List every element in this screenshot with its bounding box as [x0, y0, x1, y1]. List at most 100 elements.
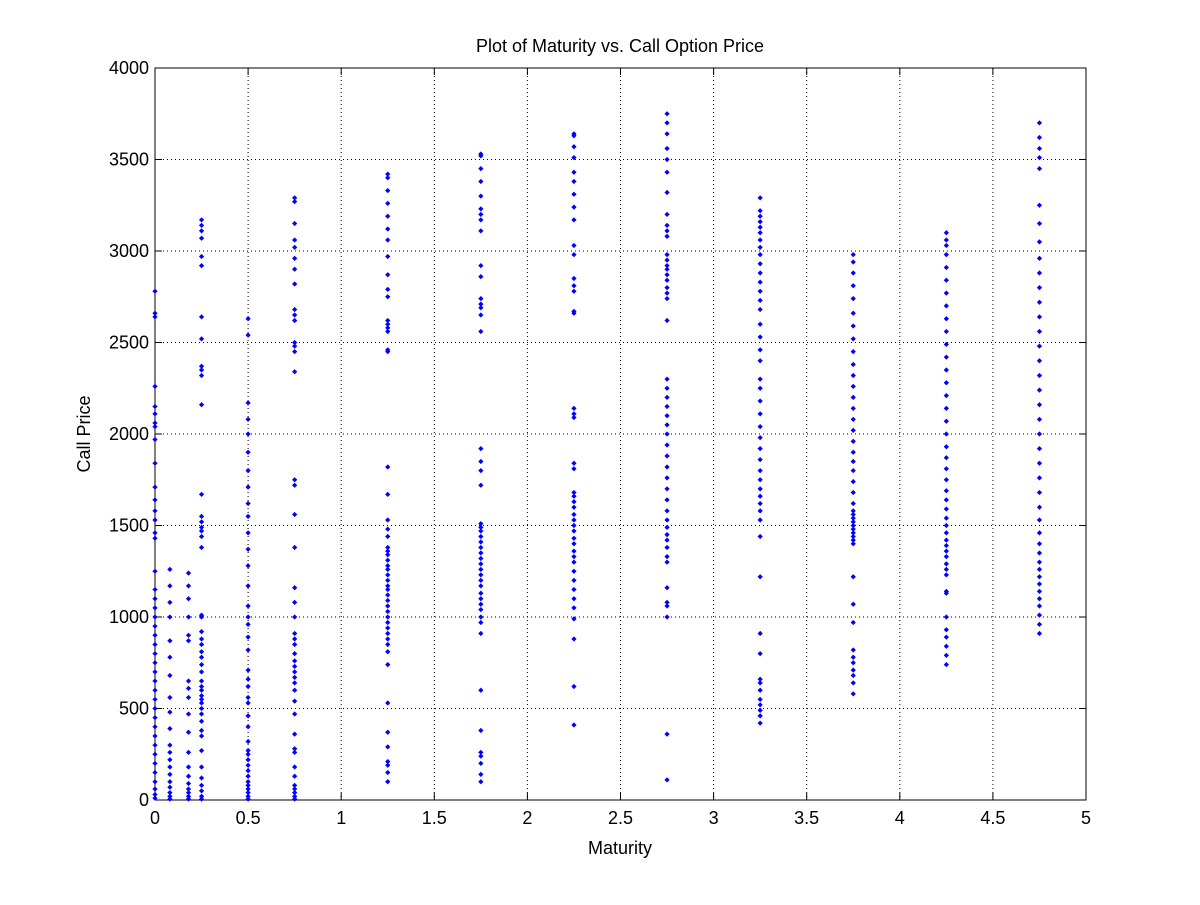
data-point [478, 217, 484, 223]
data-point [385, 630, 391, 637]
data-point [943, 316, 949, 322]
data-point [571, 489, 577, 496]
data-point [1036, 541, 1043, 547]
data-point [198, 524, 205, 530]
data-point [198, 228, 205, 234]
data-point [664, 599, 670, 605]
data-point [850, 270, 856, 276]
data-point [478, 779, 484, 785]
data-point [571, 504, 577, 510]
data-point [385, 729, 391, 735]
data-point [478, 619, 484, 626]
data-point [385, 592, 391, 598]
data-point [385, 577, 391, 584]
data-point [292, 764, 298, 770]
data-point [664, 222, 670, 229]
data-point [152, 424, 158, 430]
data-point [850, 383, 856, 390]
data-point [292, 687, 298, 693]
data-point [571, 528, 577, 534]
data-point [292, 317, 298, 324]
data-point [198, 705, 205, 712]
data-point [385, 641, 391, 648]
data-point [478, 544, 484, 551]
data-point [664, 156, 670, 163]
data-point [167, 742, 173, 748]
data-point [167, 771, 173, 778]
data-point [152, 411, 158, 417]
data-point [292, 511, 298, 518]
data-point [385, 237, 391, 243]
data-point [292, 698, 298, 704]
data-point [571, 499, 577, 505]
data-point [757, 702, 763, 708]
data-point [664, 544, 670, 551]
data-point [850, 416, 856, 422]
data-point [385, 614, 391, 620]
data-point [571, 308, 577, 315]
ticks: 0 0.5 1 1.5 2 2.5 3 3.5 4 4.5 5 0 500 1000 1500 2000 250… [109, 58, 1091, 828]
data-point [850, 530, 856, 536]
data-point [245, 530, 251, 536]
data-point [198, 764, 205, 770]
data-point [478, 211, 484, 218]
data-point [198, 372, 205, 379]
data-point [1036, 517, 1043, 523]
data-point [292, 786, 298, 792]
data-point [245, 751, 251, 757]
data-point [850, 336, 856, 342]
data-point [1036, 372, 1043, 379]
y-tick-label: 2000 [109, 424, 149, 444]
data-point [1036, 621, 1043, 627]
data-point [943, 488, 949, 494]
x-tick-label: 5 [1081, 808, 1091, 828]
data-point [167, 638, 173, 644]
data-point [850, 647, 856, 653]
data-points [152, 111, 1043, 802]
data-point [943, 252, 949, 258]
data-point [757, 230, 763, 236]
data-point [198, 253, 205, 260]
data-point [1036, 155, 1043, 161]
data-point [198, 235, 205, 241]
data-point [245, 621, 251, 627]
data-point [245, 773, 251, 779]
data-point [664, 403, 670, 410]
data-point [757, 533, 763, 540]
data-point [664, 145, 670, 152]
data-point [478, 467, 484, 474]
data-point [664, 442, 670, 448]
data-point [292, 614, 298, 620]
data-point [385, 566, 391, 573]
data-point [943, 230, 949, 236]
data-point [292, 790, 298, 796]
data-point [245, 431, 251, 437]
data-point [198, 733, 205, 739]
data-point [385, 294, 391, 300]
data-point [385, 200, 391, 207]
data-point [198, 533, 205, 540]
data-point [478, 753, 484, 759]
data-point [1036, 612, 1043, 618]
data-point [152, 484, 158, 490]
data-point [245, 332, 251, 338]
data-point [664, 453, 670, 459]
data-point [664, 233, 670, 239]
data-point [292, 198, 298, 205]
data-point [943, 303, 949, 309]
data-point [292, 349, 298, 355]
data-point [292, 711, 298, 717]
data-point [198, 528, 205, 534]
data-point [943, 561, 949, 567]
data-point [757, 574, 763, 580]
data-point [198, 491, 205, 498]
data-point [757, 358, 763, 364]
data-point [478, 295, 484, 302]
data-point [757, 224, 763, 230]
data-point [292, 636, 298, 642]
data-point [385, 769, 391, 776]
data-point [385, 649, 391, 655]
data-point [185, 790, 192, 796]
data-point [943, 328, 949, 335]
data-point [1036, 489, 1043, 496]
